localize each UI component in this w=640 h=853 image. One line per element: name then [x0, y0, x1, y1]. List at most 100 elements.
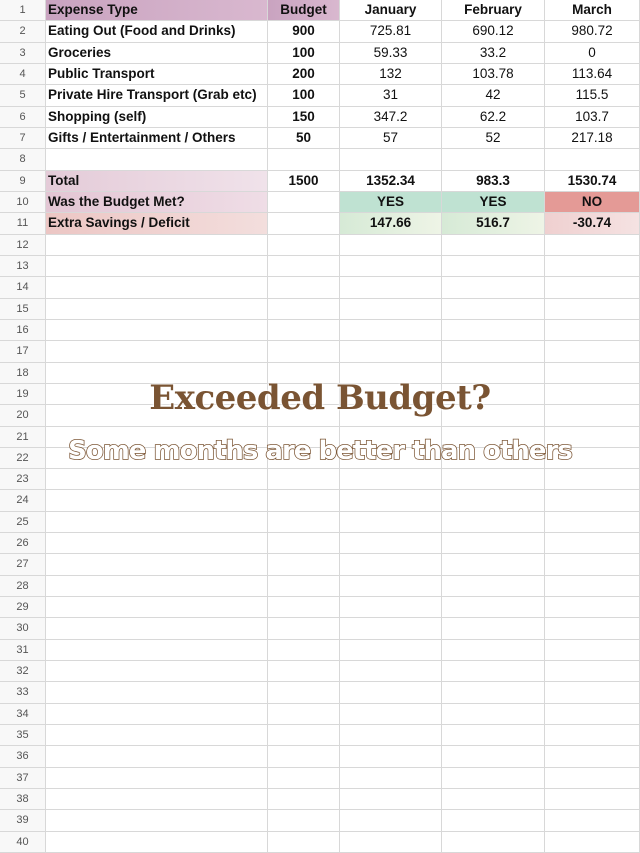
cell-january[interactable]: 147.66 [340, 213, 442, 234]
cell-january[interactable] [340, 767, 442, 789]
cell-february[interactable] [442, 597, 545, 618]
cell-february[interactable] [442, 618, 545, 639]
cell-january[interactable] [340, 405, 442, 426]
cell-march[interactable]: March [545, 0, 640, 21]
row-number[interactable]: 25 [0, 511, 46, 533]
cell-february[interactable] [442, 639, 545, 661]
cell-january[interactable]: YES [340, 191, 442, 213]
cell-march[interactable]: 0 [545, 42, 640, 63]
cell-expense-type[interactable] [46, 725, 268, 746]
cell-expense-type[interactable] [46, 618, 268, 639]
cell-expense-type[interactable] [46, 319, 268, 341]
cell-january[interactable] [340, 277, 442, 298]
cell-january[interactable] [340, 575, 442, 597]
cell-january[interactable] [340, 639, 442, 661]
cell-expense-type[interactable] [46, 789, 268, 810]
row-number[interactable]: 29 [0, 597, 46, 618]
cell-budget[interactable] [268, 490, 340, 511]
row-number[interactable]: 32 [0, 661, 46, 682]
cell-march[interactable] [545, 767, 640, 789]
cell-expense-type[interactable] [46, 447, 268, 469]
cell-january[interactable]: 1352.34 [340, 170, 442, 191]
cell-january[interactable] [340, 810, 442, 831]
cell-budget[interactable] [268, 831, 340, 852]
cell-february[interactable] [442, 298, 545, 319]
cell-february[interactable] [442, 725, 545, 746]
cell-january[interactable] [340, 447, 442, 469]
cell-march[interactable]: NO [545, 191, 640, 213]
cell-january[interactable] [340, 533, 442, 554]
cell-february[interactable]: February [442, 0, 545, 21]
cell-february[interactable] [442, 469, 545, 490]
cell-expense-type[interactable]: Shopping (self) [46, 106, 268, 127]
cell-expense-type[interactable] [46, 362, 268, 383]
cell-budget[interactable]: 1500 [268, 170, 340, 191]
cell-february[interactable]: 42 [442, 85, 545, 106]
cell-expense-type[interactable] [46, 149, 268, 170]
cell-expense-type[interactable] [46, 511, 268, 533]
cell-budget[interactable] [268, 255, 340, 277]
cell-budget[interactable] [268, 767, 340, 789]
cell-january[interactable]: 57 [340, 127, 442, 149]
cell-february[interactable] [442, 703, 545, 725]
cell-march[interactable] [545, 298, 640, 319]
cell-march[interactable] [545, 746, 640, 767]
cell-january[interactable] [340, 511, 442, 533]
cell-budget[interactable]: 100 [268, 42, 340, 63]
cell-january[interactable]: 59.33 [340, 42, 442, 63]
cell-expense-type[interactable] [46, 810, 268, 831]
row-number[interactable]: 5 [0, 85, 46, 106]
cell-expense-type[interactable] [46, 575, 268, 597]
row-number[interactable]: 11 [0, 213, 46, 234]
cell-march[interactable] [545, 597, 640, 618]
cell-january[interactable] [340, 554, 442, 575]
cell-expense-type[interactable] [46, 405, 268, 426]
cell-february[interactable] [442, 533, 545, 554]
cell-budget[interactable] [268, 234, 340, 255]
cell-february[interactable]: 983.3 [442, 170, 545, 191]
cell-budget[interactable]: 200 [268, 63, 340, 85]
cell-budget[interactable]: Budget [268, 0, 340, 21]
cell-march[interactable] [545, 319, 640, 341]
cell-budget[interactable] [268, 554, 340, 575]
cell-budget[interactable] [268, 682, 340, 703]
cell-budget[interactable]: 100 [268, 85, 340, 106]
cell-february[interactable]: 690.12 [442, 21, 545, 42]
cell-expense-type[interactable] [46, 298, 268, 319]
cell-february[interactable] [442, 682, 545, 703]
cell-march[interactable] [545, 725, 640, 746]
row-number[interactable]: 1 [0, 0, 46, 21]
cell-march[interactable]: 113.64 [545, 63, 640, 85]
cell-january[interactable] [340, 234, 442, 255]
cell-expense-type[interactable] [46, 639, 268, 661]
cell-budget[interactable] [268, 149, 340, 170]
cell-february[interactable] [442, 277, 545, 298]
row-number[interactable]: 21 [0, 426, 46, 447]
cell-expense-type[interactable]: Extra Savings / Deficit [46, 213, 268, 234]
cell-expense-type[interactable]: Was the Budget Met? [46, 191, 268, 213]
cell-expense-type[interactable] [46, 341, 268, 362]
cell-budget[interactable] [268, 597, 340, 618]
cell-january[interactable] [340, 319, 442, 341]
cell-january[interactable] [340, 618, 442, 639]
row-number[interactable]: 36 [0, 746, 46, 767]
cell-budget[interactable] [268, 341, 340, 362]
cell-expense-type[interactable] [46, 767, 268, 789]
cell-budget[interactable] [268, 639, 340, 661]
cell-march[interactable] [545, 618, 640, 639]
cell-expense-type[interactable] [46, 682, 268, 703]
cell-march[interactable]: 103.7 [545, 106, 640, 127]
cell-budget[interactable] [268, 277, 340, 298]
cell-march[interactable] [545, 255, 640, 277]
cell-march[interactable] [545, 639, 640, 661]
cell-march[interactable] [545, 533, 640, 554]
row-number[interactable]: 38 [0, 789, 46, 810]
cell-expense-type[interactable]: Total [46, 170, 268, 191]
cell-january[interactable] [340, 597, 442, 618]
cell-february[interactable] [442, 149, 545, 170]
cell-february[interactable] [442, 661, 545, 682]
cell-february[interactable] [442, 746, 545, 767]
row-number[interactable]: 35 [0, 725, 46, 746]
cell-march[interactable] [545, 277, 640, 298]
cell-january[interactable]: 725.81 [340, 21, 442, 42]
